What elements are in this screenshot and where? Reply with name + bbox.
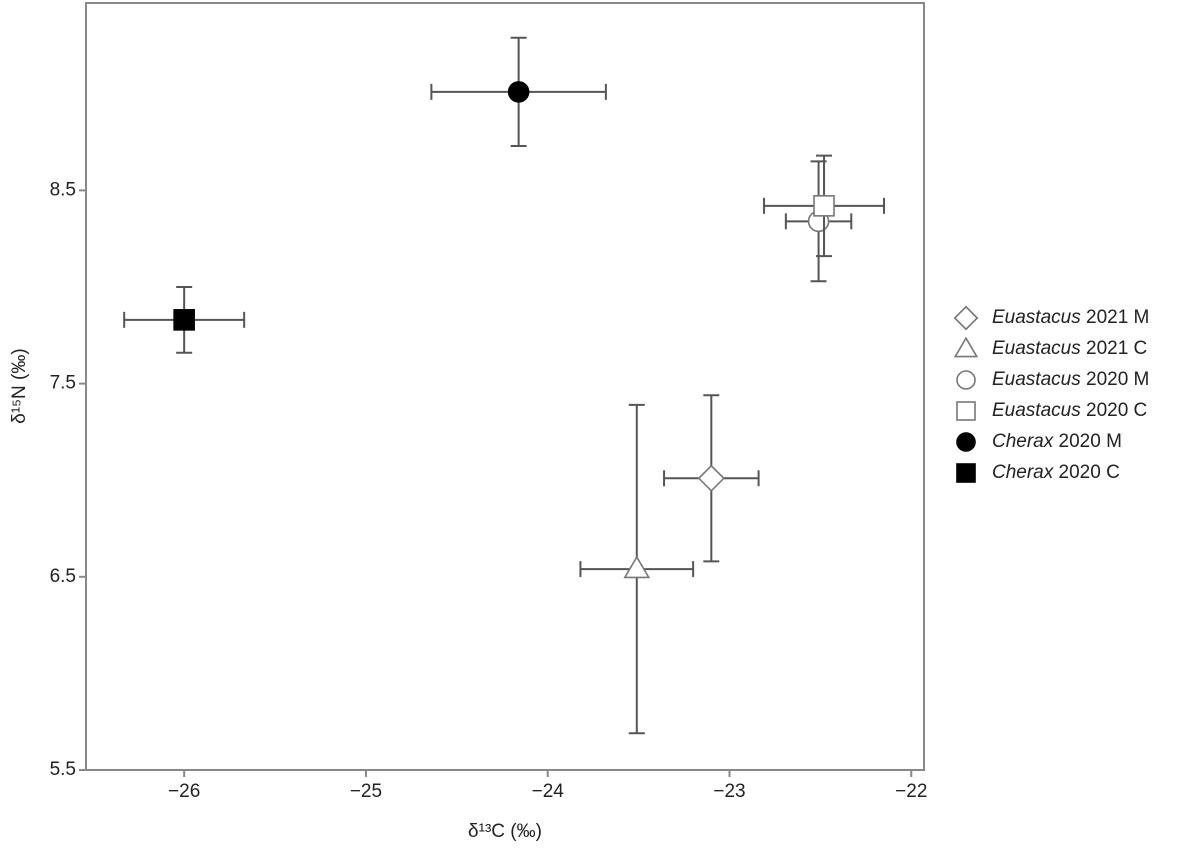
x-tick-label: −26 bbox=[168, 781, 200, 802]
x-tick-label: −22 bbox=[895, 781, 927, 802]
y-tick-label: 6.5 bbox=[50, 566, 76, 587]
legend-label: Euastacus 2021 C bbox=[992, 338, 1147, 359]
plot-frame bbox=[85, 2, 925, 771]
x-axis-label: δ¹³C (‰) bbox=[468, 821, 542, 842]
point bbox=[173, 309, 195, 331]
point bbox=[623, 555, 651, 579]
point bbox=[813, 195, 835, 217]
y-tick-label: 7.5 bbox=[50, 373, 76, 394]
legend-label: Euastacus 2020 C bbox=[992, 400, 1147, 421]
x-tick-label: −23 bbox=[713, 781, 745, 802]
legend-marker bbox=[956, 401, 976, 421]
y-tick-label: 8.5 bbox=[50, 179, 76, 200]
y-tick-label: 5.5 bbox=[50, 759, 76, 780]
legend-marker bbox=[956, 463, 976, 483]
legend-marker bbox=[953, 305, 979, 331]
legend-marker bbox=[956, 432, 976, 452]
legend-label: Cherax 2020 M bbox=[992, 431, 1122, 452]
point bbox=[697, 464, 725, 492]
legend-label: Cherax 2020 C bbox=[992, 462, 1120, 483]
legend-marker bbox=[953, 336, 979, 358]
x-tick-label: −25 bbox=[350, 781, 382, 802]
legend-label: Euastacus 2021 M bbox=[992, 307, 1149, 328]
y-axis-label: δ¹⁵N (‰) bbox=[9, 348, 30, 423]
legend-label: Euastacus 2020 M bbox=[992, 369, 1149, 390]
legend-marker bbox=[956, 370, 976, 390]
x-tick-label: −24 bbox=[532, 781, 565, 802]
point bbox=[507, 81, 530, 103]
